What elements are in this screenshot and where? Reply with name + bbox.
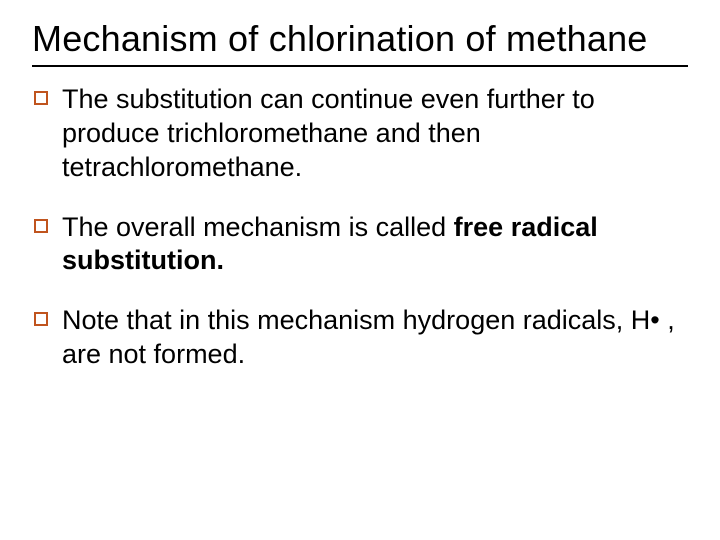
title-underline: [32, 65, 688, 67]
text-prefix: Note that in this mechanism hydrogen rad…: [62, 305, 675, 369]
list-item: Note that in this mechanism hydrogen rad…: [34, 304, 688, 372]
list-item: The overall mechanism is called free rad…: [34, 211, 688, 279]
list-item-text: The overall mechanism is called free rad…: [62, 211, 688, 279]
slide: Mechanism of chlorination of methane The…: [0, 0, 720, 540]
list-item: The substitution can continue even furth…: [34, 83, 688, 184]
slide-body: The substitution can continue even furth…: [32, 83, 688, 371]
list-item-text: Note that in this mechanism hydrogen rad…: [62, 304, 688, 372]
list-item-text: The substitution can continue even furth…: [62, 83, 688, 184]
text-prefix: The overall mechanism is called: [62, 212, 454, 242]
square-bullet-icon: [34, 219, 48, 233]
square-bullet-icon: [34, 91, 48, 105]
square-bullet-icon: [34, 312, 48, 326]
text-prefix: The substitution can continue even furth…: [62, 84, 595, 182]
slide-title: Mechanism of chlorination of methane: [32, 18, 688, 59]
